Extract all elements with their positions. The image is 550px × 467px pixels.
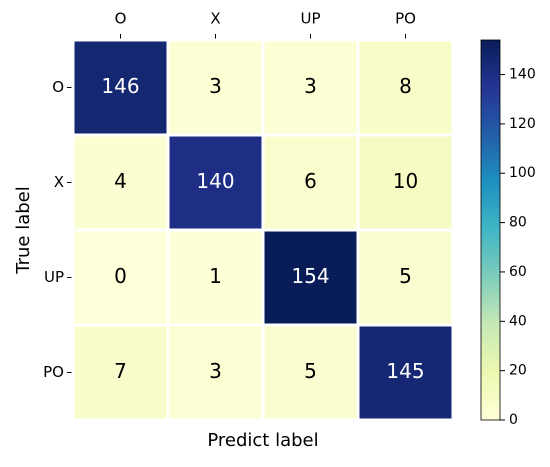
cell-label: 4 <box>114 169 127 193</box>
cell-label: 3 <box>209 74 222 98</box>
colorbar-tick-label: 40 <box>509 313 527 329</box>
colorbar-tick-label: 80 <box>509 215 527 231</box>
y-axis-label: True label <box>13 186 34 275</box>
heatmap-cell <box>356 38 455 137</box>
cell-label: 1 <box>209 264 222 288</box>
colorbar-tick-label: 140 <box>509 67 536 83</box>
colorbar-tick-label: 120 <box>509 116 536 132</box>
x-tick-label: PO <box>395 10 416 28</box>
heatmap-cell <box>71 323 170 422</box>
heatmap-cell <box>261 228 360 327</box>
cell-label: 5 <box>304 359 317 383</box>
colorbar-tick-label: 60 <box>509 264 527 280</box>
cell-label: 8 <box>399 74 412 98</box>
y-tick-label: PO <box>43 363 64 381</box>
cell-label: 140 <box>196 169 234 193</box>
cell-label: 3 <box>209 359 222 383</box>
heatmap-cell <box>261 133 360 232</box>
cell-label: 145 <box>386 359 424 383</box>
cell-label: 3 <box>304 74 317 98</box>
colorbar-tick-label: 20 <box>509 363 527 379</box>
x-tick-label: UP <box>300 10 320 28</box>
colorbar-tick-label: 0 <box>509 412 518 428</box>
colorbar-tick-label: 100 <box>509 165 536 181</box>
cell-label: 146 <box>101 74 139 98</box>
cell-label: 5 <box>399 264 412 288</box>
cell-label: 154 <box>291 264 329 288</box>
heatmap-cell <box>356 323 455 422</box>
y-tick-label: X <box>54 173 64 191</box>
cell-label: 10 <box>393 169 418 193</box>
heatmap-cell <box>356 133 455 232</box>
cell-label: 7 <box>114 359 127 383</box>
x-tick-label: X <box>210 10 220 28</box>
colorbar <box>480 39 501 421</box>
heatmap-cell <box>166 323 265 422</box>
heatmap-cell <box>261 323 360 422</box>
x-tick-label: O <box>115 10 127 28</box>
x-axis-label: Predict label <box>207 430 318 451</box>
y-tick-label: O <box>52 78 64 96</box>
y-tick-label: UP <box>44 268 64 286</box>
cell-label: 6 <box>304 169 317 193</box>
heatmap-cell <box>166 133 265 232</box>
heatmap-cell <box>71 38 170 137</box>
cell-label: 0 <box>114 264 127 288</box>
